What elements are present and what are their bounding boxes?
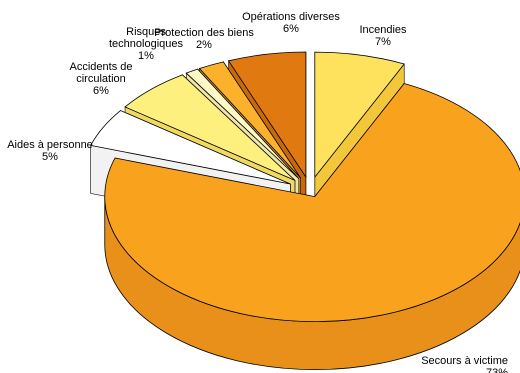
pie-slice-incendies [314, 51, 405, 179]
slice-label-accidents-de-circulation: Accidents de circulation 6% [70, 61, 133, 97]
slice-label-secours-a-victime: Secours à victime 73% [421, 355, 508, 373]
pie-slice-operations-diverses [227, 51, 307, 179]
pie-slice-accidents-de-circulation [124, 74, 296, 181]
pie-slice-secours-a-victime [104, 83, 520, 323]
slice-label-aides-a-personne: Aides à personne 5% [7, 139, 93, 163]
pie-slice-aides-a-personne [90, 110, 291, 185]
slice-label-protection-des-biens: Protection des biens 2% [154, 27, 254, 51]
pie-slice-risques-technologiques [185, 68, 300, 179]
slice-label-incendies: Incendies 7% [359, 24, 407, 48]
pie-slice-protection-des-biens [198, 61, 301, 179]
slice-label-risques-technologiques: Risques technologiques 1% [109, 26, 184, 62]
slice-label-operations-diverses: Opérations diverses 6% [242, 11, 340, 35]
